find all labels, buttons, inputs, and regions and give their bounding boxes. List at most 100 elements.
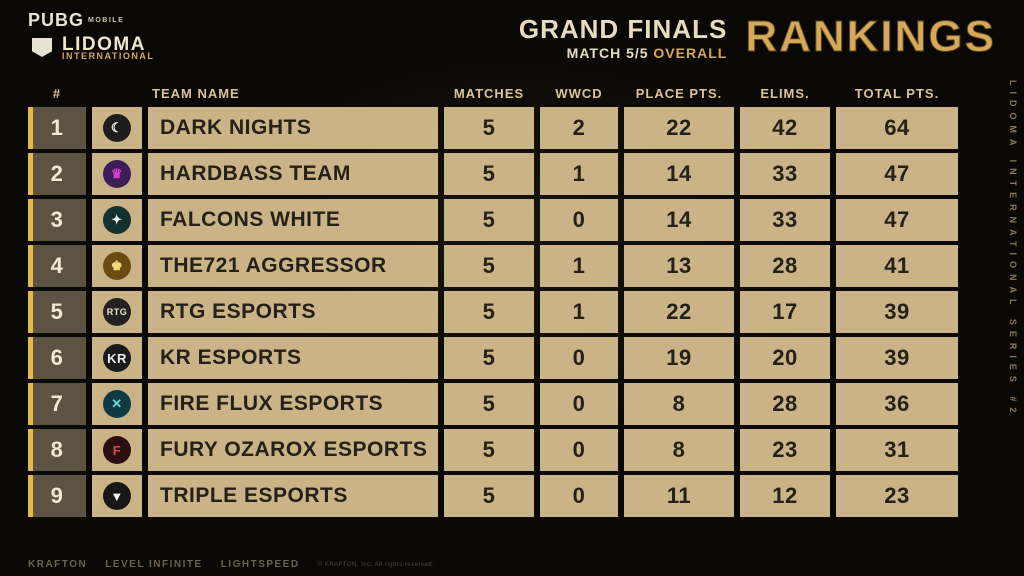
table-row: 7✕FIRE FLUX ESPORTS5082836 — [28, 383, 996, 425]
total-pts-cell: 64 — [836, 107, 958, 149]
matches-cell: 5 — [444, 245, 534, 287]
place-pts-cell: 14 — [624, 199, 734, 241]
team-name-cell: DARK NIGHTS — [148, 107, 438, 149]
title-block: GRAND FINALS MATCH 5/5 OVERALL RANKINGS — [519, 12, 996, 62]
branding-block: PUBG MOBILE LIDOMA INTERNATIONAL — [28, 10, 154, 63]
wwcd-cell: 0 — [540, 429, 618, 471]
place-pts-cell: 8 — [624, 429, 734, 471]
rank-stripe — [28, 245, 33, 287]
grand-finals-col: GRAND FINALS MATCH 5/5 OVERALL — [519, 14, 727, 61]
team-name-cell: FALCONS WHITE — [148, 199, 438, 241]
matches-cell: 5 — [444, 291, 534, 333]
team-name-cell: FIRE FLUX ESPORTS — [148, 383, 438, 425]
rank-stripe — [28, 337, 33, 379]
match-line: MATCH 5/5 OVERALL — [519, 45, 727, 61]
team-logo-cell: ☾ — [92, 107, 142, 149]
wwcd-cell: 1 — [540, 245, 618, 287]
rank-number: 1 — [51, 115, 64, 141]
lightspeed-logo: LIGHTSPEED — [221, 559, 300, 570]
team-logo-icon: ✕ — [103, 390, 131, 418]
grand-finals-title: GRAND FINALS — [519, 14, 727, 45]
rankings-title: RANKINGS — [745, 12, 996, 62]
col-place: PLACE PTS. — [624, 86, 734, 101]
match-line-pre: MATCH 5/5 — [567, 45, 654, 61]
table-row: 5RTGRTG ESPORTS51221739 — [28, 291, 996, 333]
team-name-cell: HARDBASS TEAM — [148, 153, 438, 195]
lidoma-shield-icon — [28, 35, 56, 63]
col-rank: # — [28, 86, 86, 101]
rank-stripe — [28, 429, 33, 471]
place-pts-cell: 22 — [624, 107, 734, 149]
matches-cell: 5 — [444, 337, 534, 379]
team-logo-cell: RTG — [92, 291, 142, 333]
place-pts-cell: 19 — [624, 337, 734, 379]
total-pts-cell: 36 — [836, 383, 958, 425]
total-pts-cell: 23 — [836, 475, 958, 517]
header-row: # TEAM NAME MATCHES WWCD PLACE PTS. ELIM… — [28, 86, 996, 107]
wwcd-cell: 0 — [540, 337, 618, 379]
rank-cell: 8 — [28, 429, 86, 471]
place-pts-cell: 22 — [624, 291, 734, 333]
matches-cell: 5 — [444, 383, 534, 425]
team-logo-icon: KR — [103, 344, 131, 372]
team-logo-icon: ▼ — [103, 482, 131, 510]
team-name-cell: KR ESPORTS — [148, 337, 438, 379]
rank-cell: 7 — [28, 383, 86, 425]
lidoma-text: LIDOMA INTERNATIONAL — [62, 37, 154, 61]
team-logo-cell: ♛ — [92, 153, 142, 195]
team-logo-cell: F — [92, 429, 142, 471]
elims-cell: 28 — [740, 383, 830, 425]
col-elims: ELIMS. — [740, 86, 830, 101]
team-logo-icon: ✦ — [103, 206, 131, 234]
rank-stripe — [28, 107, 33, 149]
elims-cell: 17 — [740, 291, 830, 333]
team-logo-cell: KR — [92, 337, 142, 379]
rank-cell: 2 — [28, 153, 86, 195]
rank-stripe — [28, 153, 33, 195]
elims-cell: 42 — [740, 107, 830, 149]
rank-number: 9 — [51, 483, 64, 509]
rank-number: 6 — [51, 345, 64, 371]
matches-cell: 5 — [444, 107, 534, 149]
team-logo-cell: ▼ — [92, 475, 142, 517]
total-pts-cell: 31 — [836, 429, 958, 471]
wwcd-cell: 1 — [540, 291, 618, 333]
pubg-text: PUBG — [28, 10, 84, 31]
rank-stripe — [28, 199, 33, 241]
elims-cell: 12 — [740, 475, 830, 517]
total-pts-cell: 39 — [836, 337, 958, 379]
table-row: 4♚THE721 AGGRESSOR51132841 — [28, 245, 996, 287]
rank-cell: 1 — [28, 107, 86, 149]
table-row: 1☾DARK NIGHTS52224264 — [28, 107, 996, 149]
scoreboard: # TEAM NAME MATCHES WWCD PLACE PTS. ELIM… — [28, 86, 996, 517]
team-logo-icon: ☾ — [103, 114, 131, 142]
place-pts-cell: 13 — [624, 245, 734, 287]
table-row: 9▼TRIPLE ESPORTS50111223 — [28, 475, 996, 517]
rank-cell: 9 — [28, 475, 86, 517]
team-name-cell: FURY OZAROX ESPORTS — [148, 429, 438, 471]
col-logo-spacer — [92, 86, 142, 101]
side-vertical-text: LIDOMA INTERNATIONAL SERIES #2 — [1008, 80, 1018, 536]
team-logo-cell: ✕ — [92, 383, 142, 425]
lidoma-intl: INTERNATIONAL — [62, 53, 154, 61]
elims-cell: 28 — [740, 245, 830, 287]
total-pts-cell: 41 — [836, 245, 958, 287]
col-wwcd: WWCD — [540, 86, 618, 101]
rank-number: 7 — [51, 391, 64, 417]
elims-cell: 33 — [740, 153, 830, 195]
rank-number: 4 — [51, 253, 64, 279]
wwcd-cell: 0 — [540, 199, 618, 241]
pubg-mobile-text: MOBILE — [88, 17, 124, 24]
match-line-accent: OVERALL — [653, 45, 727, 61]
footer-credits: KRAFTON LEVEL INFINITE LIGHTSPEED © KRAF… — [28, 559, 434, 570]
rank-cell: 6 — [28, 337, 86, 379]
col-team: TEAM NAME — [148, 86, 438, 101]
place-pts-cell: 11 — [624, 475, 734, 517]
table-row: 2♛HARDBASS TEAM51143347 — [28, 153, 996, 195]
lidoma-logo: LIDOMA INTERNATIONAL — [28, 35, 154, 63]
wwcd-cell: 0 — [540, 383, 618, 425]
rank-cell: 4 — [28, 245, 86, 287]
rank-number: 2 — [51, 161, 64, 187]
rank-cell: 3 — [28, 199, 86, 241]
rows-container: 1☾DARK NIGHTS522242642♛HARDBASS TEAM5114… — [28, 107, 996, 517]
